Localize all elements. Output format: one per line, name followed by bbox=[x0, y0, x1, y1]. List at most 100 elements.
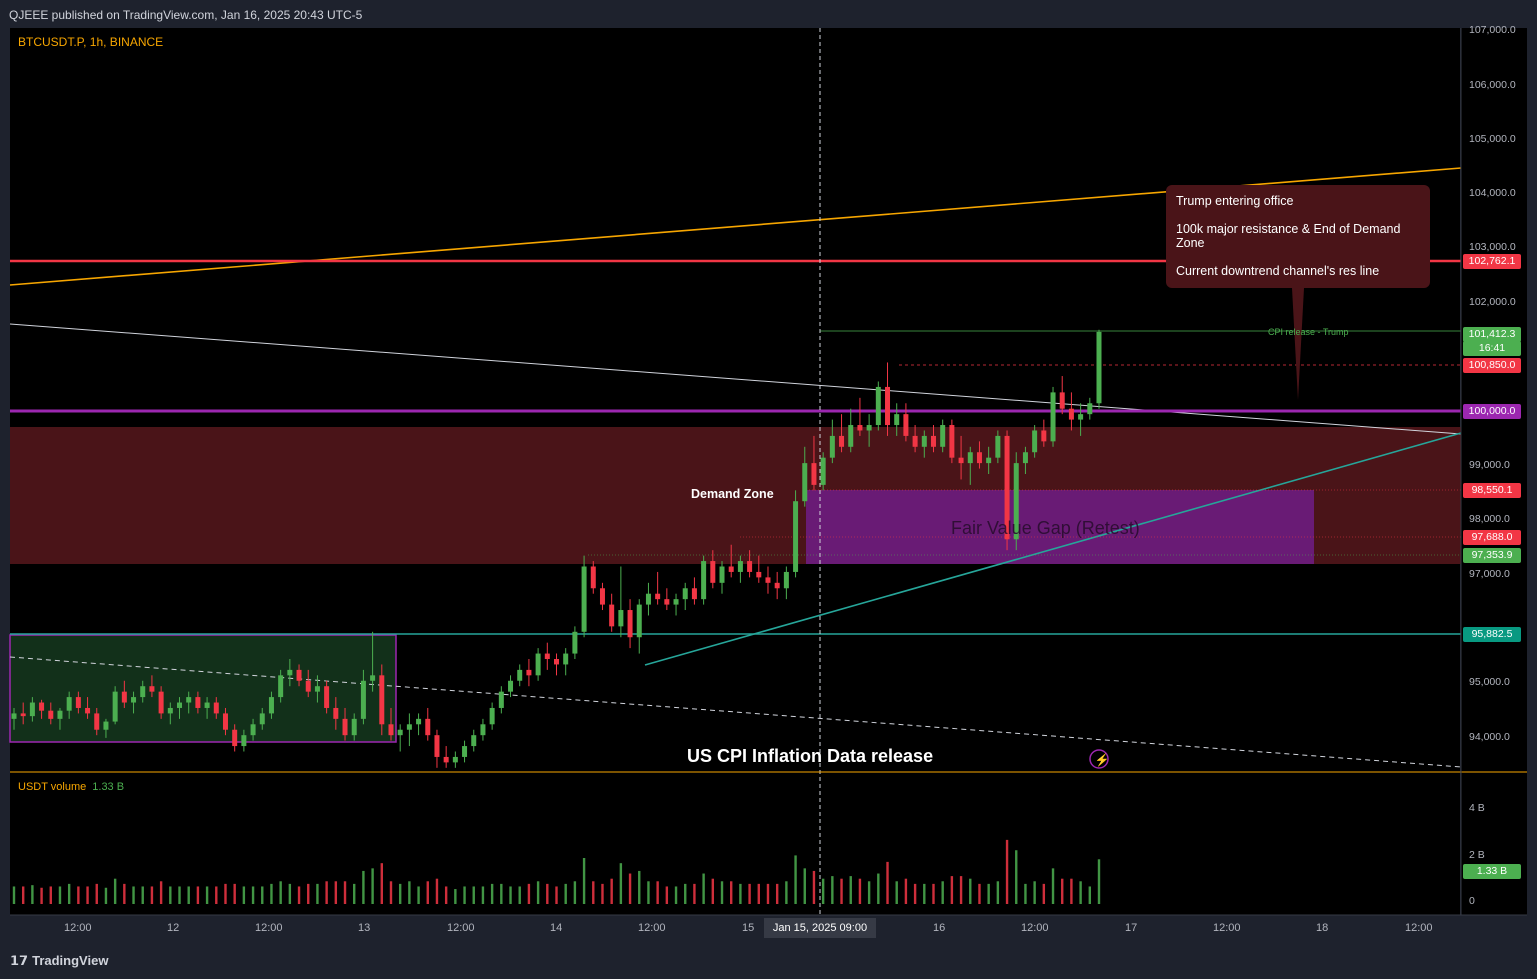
volume-bar bbox=[582, 858, 586, 904]
teal-trendline bbox=[644, 432, 1462, 666]
volume-bar bbox=[389, 881, 393, 904]
candle-body bbox=[296, 669, 302, 681]
candle-body bbox=[581, 566, 587, 632]
volume-bar bbox=[371, 868, 374, 904]
volume-bar bbox=[527, 883, 531, 904]
price-label: 105,000.0 bbox=[1469, 133, 1516, 145]
candle-body bbox=[848, 425, 854, 447]
price-tag-fvg-top: 98,550.1 bbox=[1463, 483, 1521, 498]
symbol-title[interactable]: BTCUSDT.P, 1h, BINANCE bbox=[18, 35, 164, 49]
time-label: 13 bbox=[358, 922, 371, 934]
candle-body bbox=[544, 653, 550, 659]
candle-body bbox=[121, 691, 127, 703]
cpi-event-label: US CPI Inflation Data release bbox=[687, 746, 933, 766]
candle-body bbox=[1096, 331, 1102, 404]
price-axis[interactable] bbox=[1461, 28, 1527, 915]
volume-bar bbox=[224, 883, 227, 904]
price-label: 102,000.0 bbox=[1469, 296, 1516, 308]
price-label: 97,000.0 bbox=[1469, 568, 1510, 580]
volume-bar bbox=[886, 861, 889, 904]
candle-body bbox=[158, 691, 164, 714]
candle-body bbox=[1022, 452, 1028, 464]
event-icon[interactable] bbox=[1089, 749, 1109, 769]
candle-body bbox=[241, 735, 247, 747]
candle-body bbox=[324, 686, 330, 708]
candle-body bbox=[563, 653, 569, 665]
volume-current-tag: 1.33 B bbox=[1463, 864, 1521, 879]
candle-body bbox=[186, 697, 192, 703]
volume-bar bbox=[821, 878, 825, 904]
volume-bar bbox=[49, 886, 52, 904]
candle-body bbox=[958, 457, 964, 464]
time-label: 17 bbox=[1125, 922, 1138, 934]
candle-body bbox=[508, 680, 514, 692]
candle-body bbox=[351, 718, 357, 736]
candle-body bbox=[811, 463, 817, 485]
volume-bar bbox=[684, 883, 687, 904]
volume-bar bbox=[1088, 886, 1092, 904]
time-label: 12:00 bbox=[1021, 922, 1049, 934]
volume-bar bbox=[913, 883, 917, 904]
volume-bar bbox=[343, 881, 347, 904]
tradingview-logo[interactable]: 𝟭𝟳 TradingView bbox=[10, 953, 108, 969]
price-tag-red-resistance: 102,762.1 bbox=[1463, 254, 1521, 269]
volume-bar bbox=[31, 885, 34, 904]
candle-body bbox=[737, 561, 743, 572]
lightning-icon: ⚡ bbox=[1095, 753, 1110, 767]
volume-bar bbox=[601, 883, 604, 904]
candle-body bbox=[278, 675, 284, 698]
volume-bar bbox=[463, 886, 466, 904]
candle-body bbox=[397, 729, 403, 736]
volume-value: 1.33 B bbox=[92, 781, 125, 793]
candle-body bbox=[820, 457, 826, 485]
time-label: 12:00 bbox=[447, 922, 475, 934]
candle-body bbox=[360, 680, 366, 719]
candle-body bbox=[636, 604, 642, 638]
candle-body bbox=[94, 713, 100, 730]
volume-axis-label: 2 B bbox=[1469, 849, 1485, 861]
candle-body bbox=[57, 710, 63, 719]
candle-body bbox=[66, 697, 72, 711]
candle-body bbox=[526, 669, 532, 676]
volume-title[interactable]: USDT volume 1.33 B bbox=[18, 781, 124, 793]
candle-body bbox=[452, 756, 458, 763]
price-tag-fvg-mid: 97,688.0 bbox=[1463, 530, 1521, 545]
volume-bar bbox=[297, 886, 301, 904]
candle-body bbox=[222, 713, 228, 730]
volume-bar bbox=[1079, 881, 1082, 904]
price-label: 103,000.0 bbox=[1469, 241, 1516, 253]
volume-bar bbox=[215, 886, 218, 904]
volume-bar bbox=[334, 881, 338, 904]
candle-body bbox=[213, 702, 219, 714]
volume-bar bbox=[187, 886, 190, 904]
volume-bar bbox=[362, 870, 365, 904]
volume-bar bbox=[113, 878, 117, 904]
volume-bar bbox=[775, 883, 779, 904]
popup-line-2: 100k major resistance & End of Demand Zo… bbox=[1176, 222, 1401, 250]
volume-bar bbox=[325, 881, 328, 904]
demand-zone-label: Demand Zone bbox=[691, 487, 774, 501]
candle-body bbox=[986, 457, 992, 464]
candle-body bbox=[719, 566, 725, 583]
candle-body bbox=[85, 707, 91, 714]
tradingview-logo-icon: 𝟭𝟳 bbox=[10, 953, 29, 968]
volume-bar bbox=[279, 881, 282, 904]
volume-bar bbox=[950, 876, 954, 904]
time-label: 14 bbox=[550, 922, 563, 934]
candle-body bbox=[903, 414, 909, 436]
annotation-popup[interactable]: Trump entering office 100k major resista… bbox=[1166, 185, 1430, 288]
volume-bar bbox=[490, 883, 494, 904]
volume-bar bbox=[242, 886, 246, 904]
candle-body bbox=[1068, 408, 1074, 420]
volume-bar bbox=[628, 873, 632, 904]
volume-bar bbox=[573, 881, 577, 904]
volume-group bbox=[12, 839, 1101, 904]
volume-bar bbox=[766, 883, 770, 904]
volume-bar bbox=[610, 878, 613, 904]
candle-body bbox=[195, 697, 201, 708]
candle-body bbox=[314, 686, 320, 692]
candle-body bbox=[829, 435, 835, 458]
volume-bar bbox=[408, 881, 411, 904]
